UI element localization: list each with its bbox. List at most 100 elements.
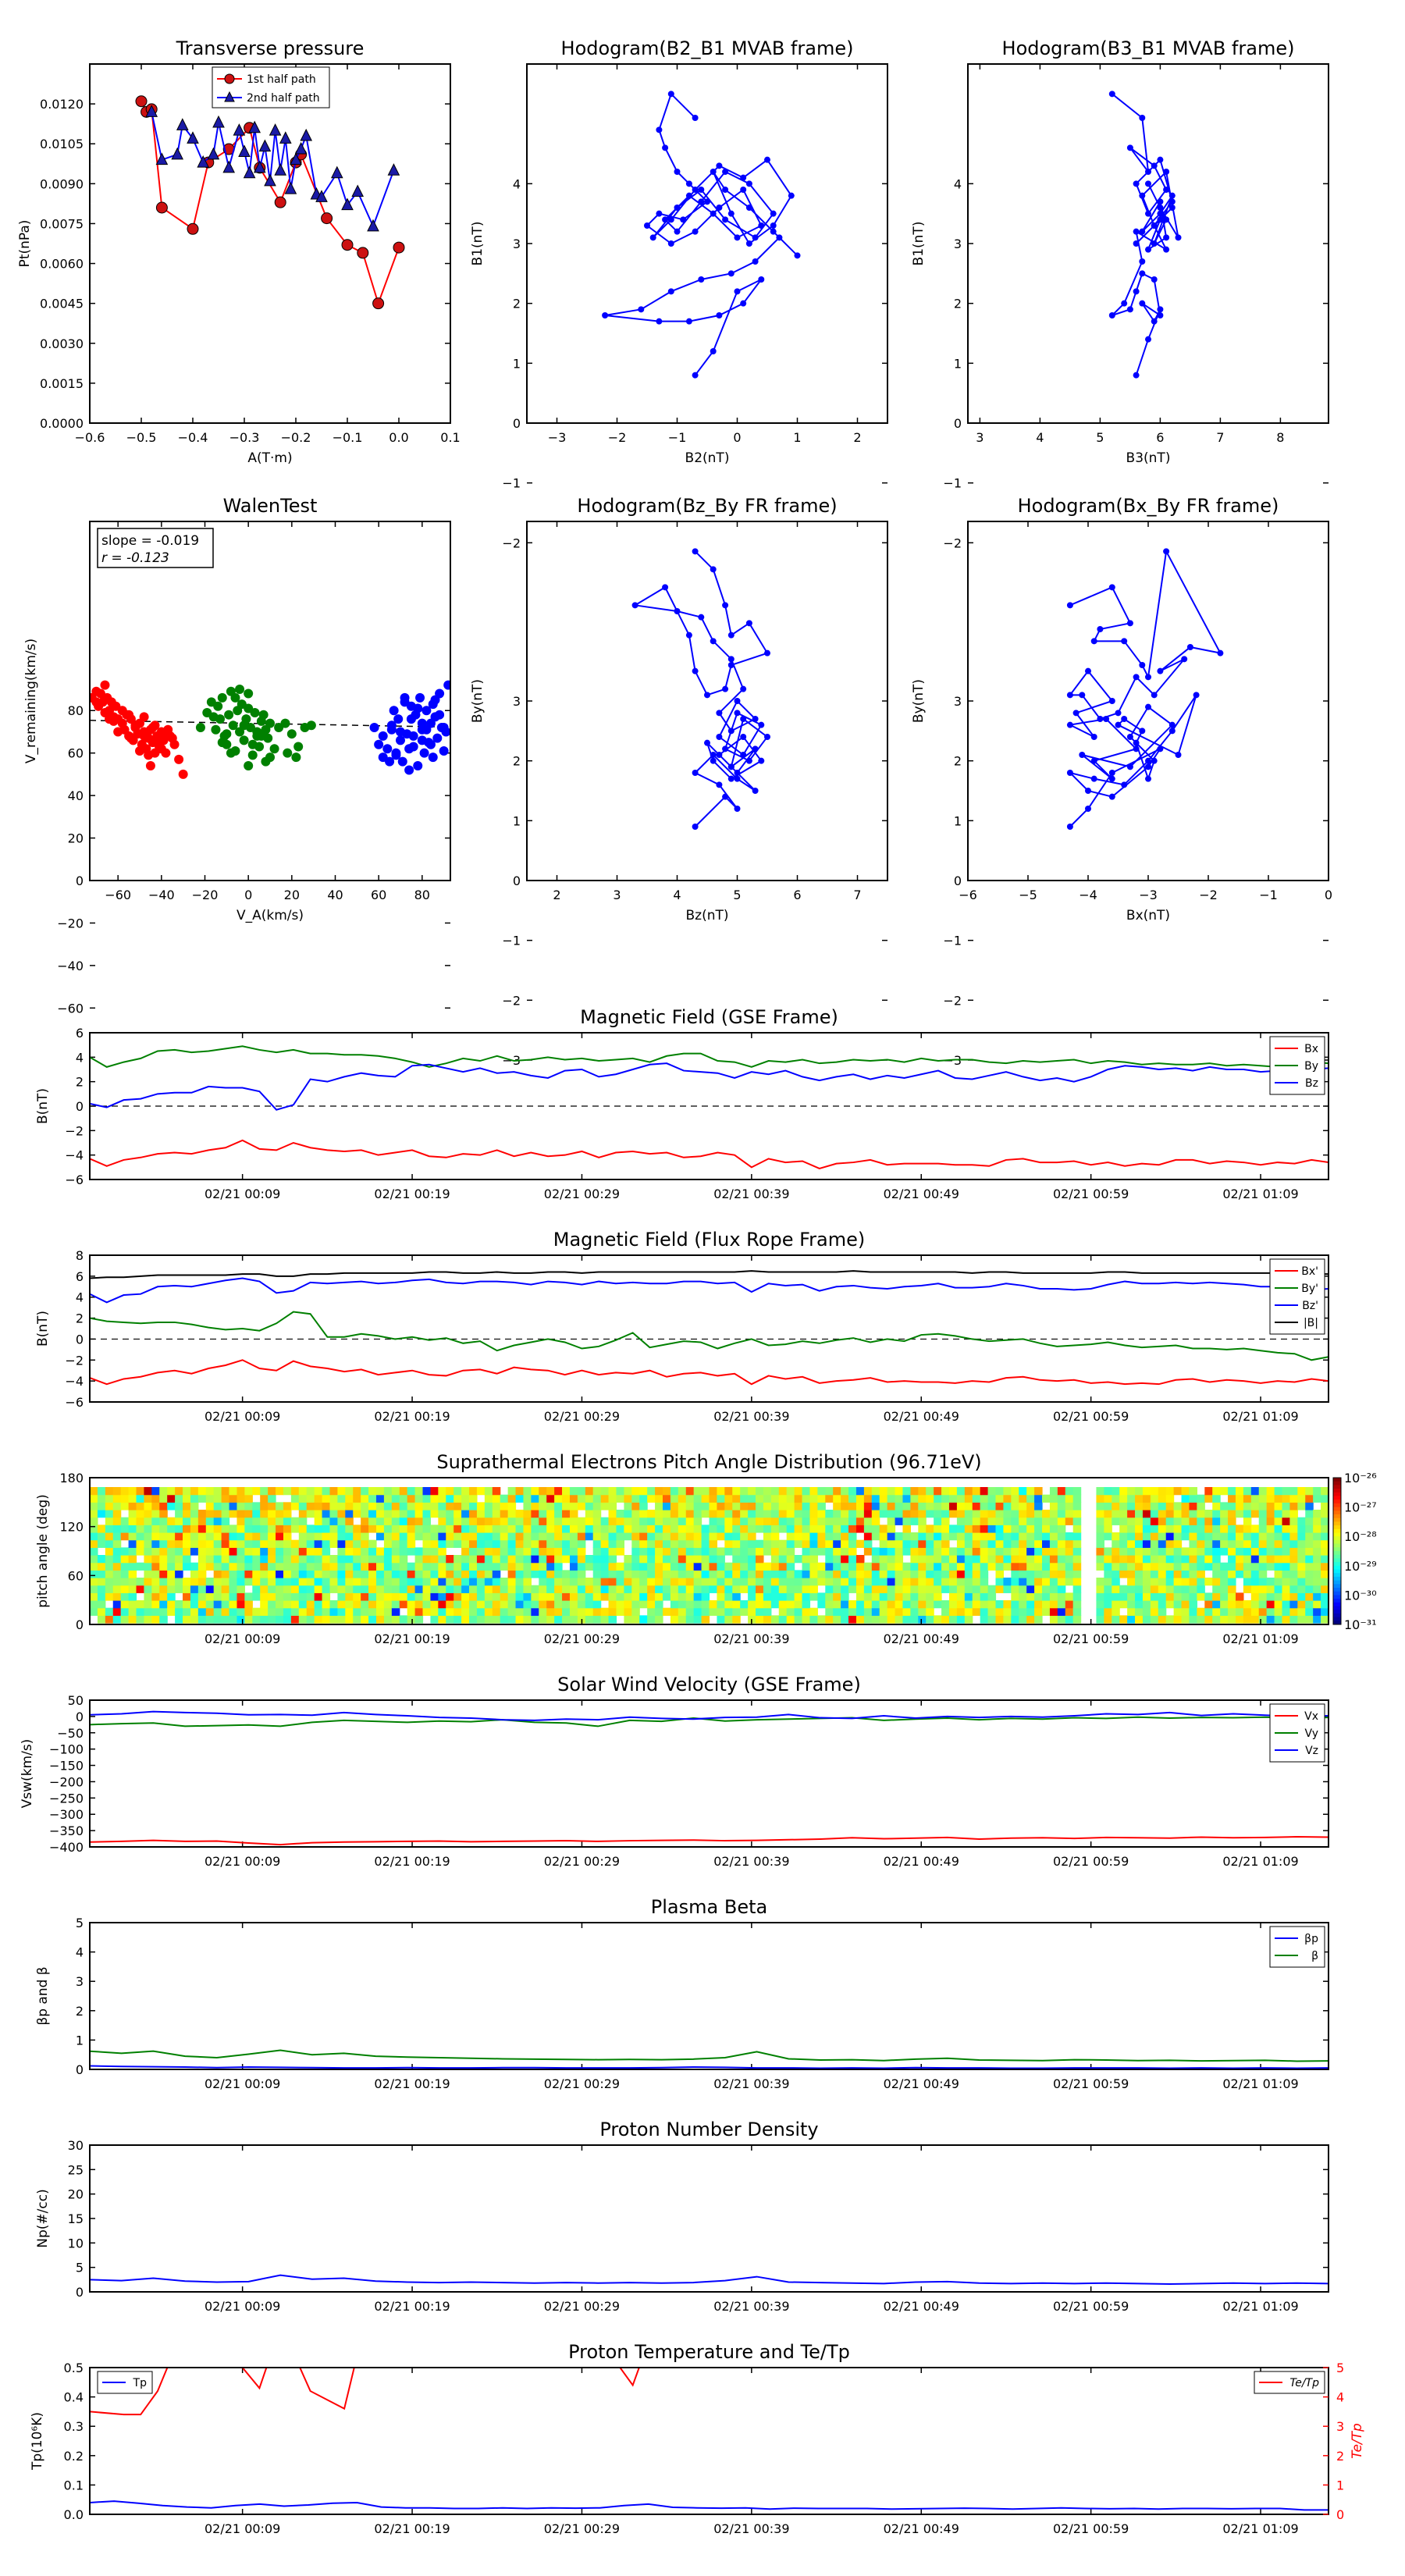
heat-cell [802, 1555, 811, 1564]
heat-cell [237, 1585, 245, 1593]
heat-cell [685, 1570, 695, 1578]
heat-cell [229, 1525, 238, 1533]
heat-cell [631, 1510, 640, 1518]
heat-cell [717, 1487, 725, 1496]
heat-cell [1197, 1502, 1205, 1510]
colorbar-step [1333, 1617, 1341, 1621]
heat-cell [701, 1607, 710, 1616]
heat-cell [809, 1607, 818, 1616]
y2-tick-label: 4 [1336, 2390, 1344, 2405]
heat-cell [1274, 1525, 1283, 1533]
heat-cell [608, 1607, 617, 1616]
heat-cell [1297, 1585, 1306, 1593]
heat-cell [887, 1525, 896, 1533]
heat-cell [461, 1502, 470, 1510]
heat-cell [685, 1502, 695, 1510]
heat-cell [322, 1555, 331, 1564]
data-point [1157, 306, 1164, 313]
heat-cell [546, 1539, 555, 1548]
heat-cell [678, 1578, 687, 1586]
data-point [351, 184, 365, 197]
colorbar-frame [1332, 1477, 1342, 1625]
heat-cell [383, 1555, 393, 1564]
heat-cell [454, 1487, 462, 1496]
heat-cell [484, 1525, 493, 1533]
heat-cell [197, 1487, 207, 1496]
heat-cell [825, 1539, 834, 1548]
heat-cell [1127, 1592, 1136, 1601]
heat-cell [1003, 1578, 1012, 1586]
heat-cell [1104, 1517, 1112, 1525]
heat-cell [678, 1494, 687, 1503]
heat-cell [213, 1539, 222, 1548]
heat-cell [662, 1539, 671, 1548]
heat-cell [809, 1570, 818, 1578]
heat-cell [523, 1487, 532, 1496]
heat-cell [1057, 1539, 1066, 1548]
heat-cell [678, 1517, 687, 1525]
heat-cell [802, 1539, 811, 1548]
heat-cell [972, 1510, 981, 1518]
heat-cell [306, 1615, 315, 1624]
heat-cell [1250, 1487, 1260, 1496]
heat-cell [639, 1585, 648, 1593]
heat-cell [709, 1525, 718, 1533]
heat-cell [361, 1517, 369, 1525]
heat-cell [1243, 1525, 1252, 1533]
plot-frame [526, 521, 888, 881]
heat-cell [500, 1525, 509, 1533]
heat-cell [322, 1562, 331, 1571]
heat-cell [539, 1532, 547, 1541]
heat-cell [934, 1592, 942, 1601]
heat-cell [1127, 1607, 1136, 1616]
heat-cell [855, 1502, 865, 1510]
heat-cell [910, 1600, 919, 1609]
heat-cell [770, 1517, 780, 1525]
heat-cell [507, 1547, 517, 1556]
data-point [222, 160, 236, 173]
y-axis-label: V_remaining(km/s) [23, 639, 39, 763]
heat-cell [438, 1600, 446, 1609]
heat-cell [786, 1510, 795, 1518]
heat-cell [678, 1585, 687, 1593]
heat-cell [1305, 1555, 1314, 1564]
heat-cell [484, 1487, 493, 1496]
heat-cell [190, 1547, 199, 1556]
heat-cell [368, 1502, 377, 1510]
heat-cell [863, 1539, 873, 1548]
heat-cell [1297, 1562, 1306, 1571]
heat-cell [1189, 1539, 1197, 1548]
heat-cell [1305, 1570, 1314, 1578]
heat-cell [1297, 1600, 1306, 1609]
heat-cell [1212, 1539, 1221, 1548]
x-tick-label: −0.1 [333, 430, 363, 445]
heat-cell [1019, 1600, 1027, 1609]
heat-cell [260, 1539, 269, 1548]
heat-cell [554, 1592, 563, 1601]
heat-cell [662, 1502, 671, 1510]
y-axis-label: B1(nT) [911, 222, 927, 266]
heat-cell [1212, 1600, 1221, 1609]
data-point [1163, 548, 1170, 555]
heat-cell [260, 1562, 269, 1571]
heat-cell [213, 1607, 222, 1616]
data-point [386, 720, 397, 731]
heat-cell [855, 1539, 865, 1548]
data-point [1121, 638, 1128, 645]
heat-cell [221, 1592, 230, 1601]
heat-cell [1135, 1547, 1144, 1556]
heat-cell [616, 1578, 624, 1586]
data-point [1108, 770, 1115, 776]
heat-cell [685, 1547, 695, 1556]
heat-cell [422, 1592, 432, 1601]
data-point [279, 131, 292, 144]
heat-cell [1189, 1600, 1197, 1609]
heat-cell [608, 1532, 617, 1541]
heat-cell [1212, 1570, 1221, 1578]
heat-cell [205, 1607, 215, 1616]
heat-cell [1197, 1585, 1205, 1593]
heat-cell [554, 1487, 563, 1496]
x-tick-label: 8 [1276, 430, 1284, 445]
heat-cell [1150, 1570, 1159, 1578]
data-point [638, 306, 645, 313]
